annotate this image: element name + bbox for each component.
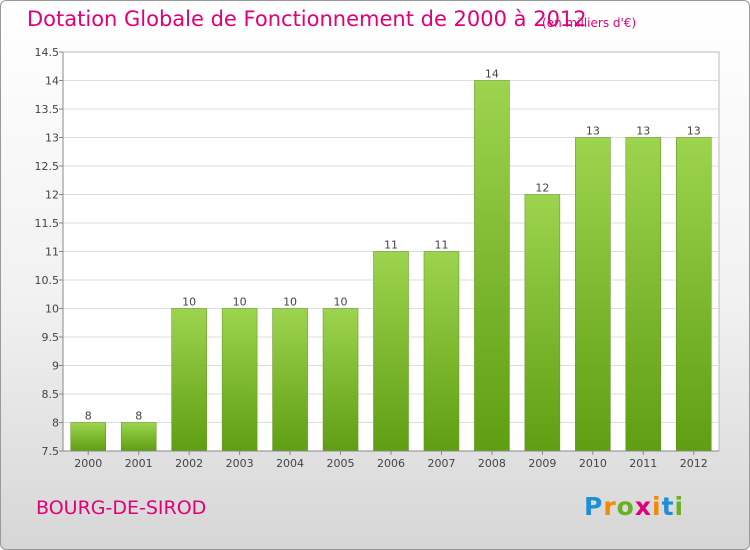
bar xyxy=(625,137,662,452)
bar xyxy=(575,137,611,452)
data-label: 13 xyxy=(687,125,701,138)
bar xyxy=(373,251,409,452)
proxiti-logo[interactable]: Proxiti xyxy=(584,492,685,521)
bar xyxy=(221,308,258,452)
x-tick-label: 2002 xyxy=(175,457,203,470)
x-tick-label: 2001 xyxy=(125,457,153,470)
chart-subtitle: (en milliers d'€) xyxy=(542,16,637,30)
data-label: 11 xyxy=(434,239,448,252)
y-tick-label: 11 xyxy=(45,246,59,259)
bar xyxy=(474,80,510,452)
bar xyxy=(120,422,157,452)
data-label: 8 xyxy=(135,410,142,423)
data-label: 13 xyxy=(586,125,600,138)
y-tick-label: 13 xyxy=(45,132,59,145)
x-tick-label: 2008 xyxy=(478,457,506,470)
y-tick-label: 12.5 xyxy=(35,160,60,173)
y-tick-label: 14 xyxy=(45,75,59,88)
x-tick-label: 2004 xyxy=(276,457,304,470)
y-tick-label: 10.5 xyxy=(35,274,60,287)
y-tick-label: 8.5 xyxy=(42,388,60,401)
data-label: 10 xyxy=(283,296,297,309)
data-label: 12 xyxy=(535,182,549,195)
data-label: 13 xyxy=(636,125,650,138)
bar xyxy=(676,137,712,452)
y-tick-label: 11.5 xyxy=(35,217,60,230)
y-tick-label: 9 xyxy=(52,360,59,373)
data-label: 10 xyxy=(334,296,348,309)
bar xyxy=(272,308,308,452)
x-tick-label: 2010 xyxy=(579,457,607,470)
x-tick-label: 2006 xyxy=(377,457,405,470)
y-tick-label: 7.5 xyxy=(42,445,60,458)
x-tick-label: 2012 xyxy=(680,457,708,470)
data-label: 14 xyxy=(485,68,499,81)
data-label: 8 xyxy=(85,410,92,423)
bar xyxy=(524,194,561,452)
bar xyxy=(171,308,207,452)
data-label: 10 xyxy=(182,296,196,309)
data-label: 11 xyxy=(384,239,398,252)
data-label: 10 xyxy=(233,296,247,309)
bar xyxy=(423,251,460,452)
y-tick-label: 10 xyxy=(45,303,59,316)
y-tick-label: 13.5 xyxy=(35,103,60,116)
x-tick-label: 2007 xyxy=(427,457,455,470)
y-tick-label: 14.5 xyxy=(35,46,60,59)
x-tick-label: 2000 xyxy=(74,457,102,470)
x-tick-label: 2005 xyxy=(327,457,355,470)
x-tick-label: 2009 xyxy=(528,457,556,470)
bar xyxy=(322,308,359,452)
y-tick-label: 8 xyxy=(52,417,59,430)
x-tick-label: 2003 xyxy=(226,457,254,470)
x-tick-label: 2011 xyxy=(629,457,657,470)
bar xyxy=(70,422,106,452)
chart-title: Dotation Globale de Fonctionnement de 20… xyxy=(27,7,587,31)
y-tick-label: 12 xyxy=(45,189,59,202)
commune-name: BOURG-DE-SIROD xyxy=(36,497,207,519)
y-tick-label: 9.5 xyxy=(42,331,60,344)
